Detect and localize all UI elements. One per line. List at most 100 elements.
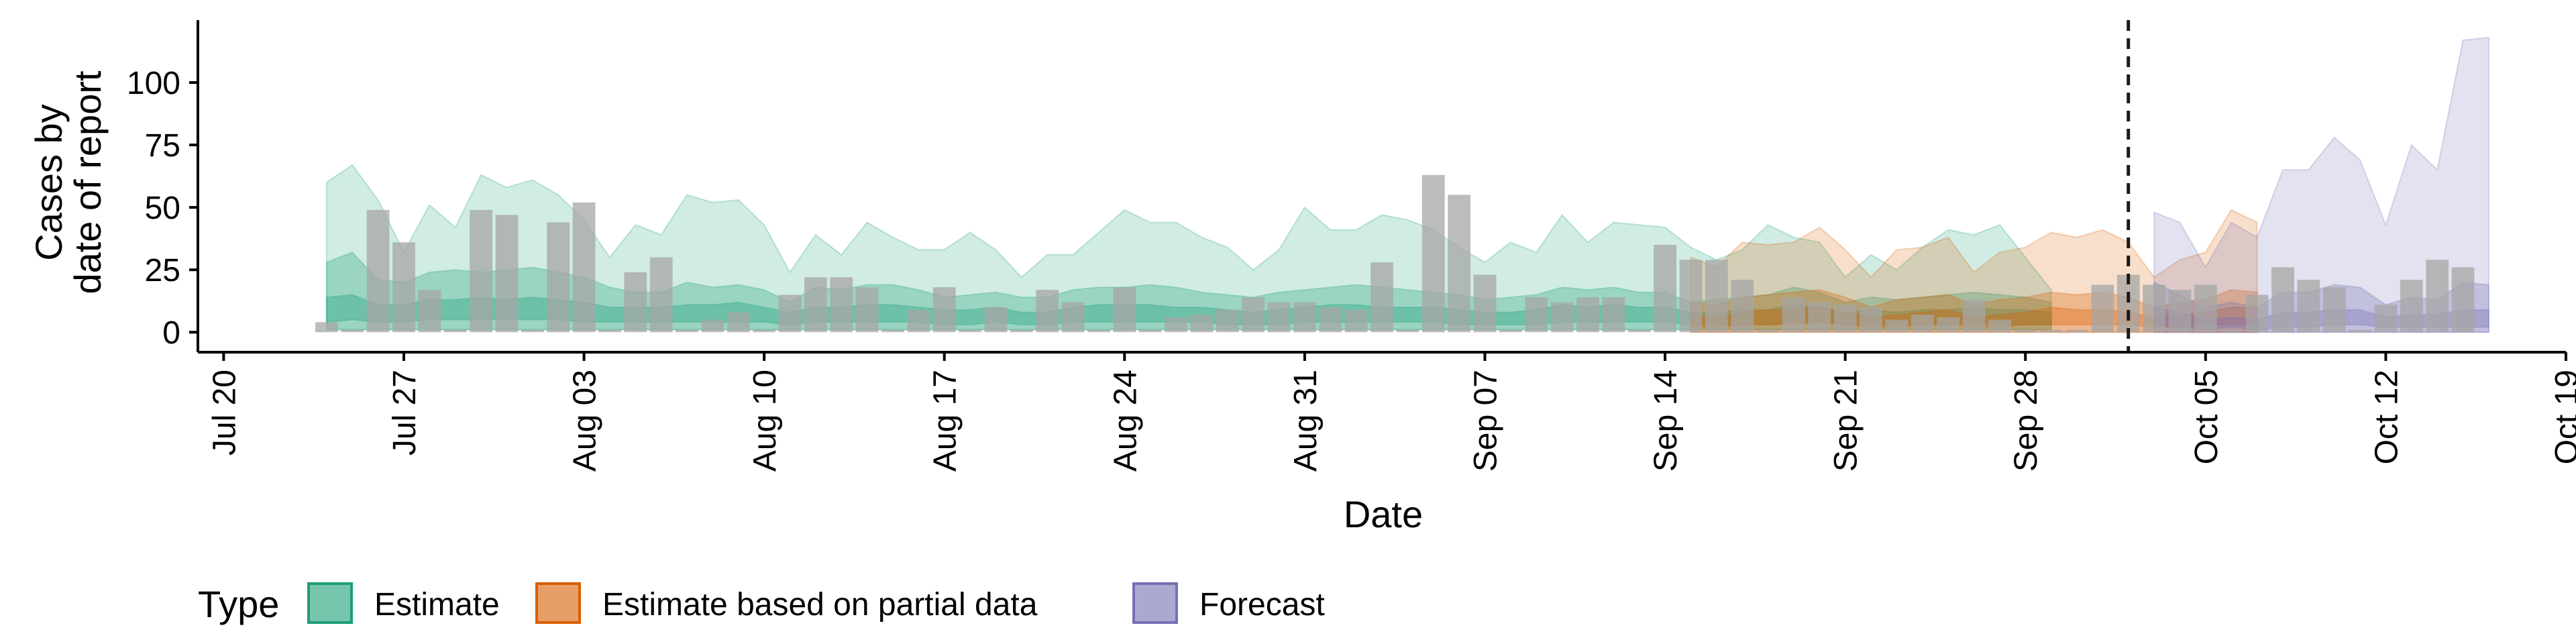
case-bar — [2194, 284, 2217, 333]
case-bar — [1371, 262, 1393, 333]
case-bar — [1808, 302, 1831, 333]
y-tick-label: 100 — [127, 66, 180, 101]
x-tick-label: Jul 20 — [207, 370, 242, 455]
case-bar — [1036, 290, 1059, 333]
x-tick-label: Aug 03 — [568, 370, 603, 472]
case-bar — [830, 277, 853, 333]
x-tick-label: Oct 12 — [2369, 370, 2404, 464]
case-bar — [572, 202, 596, 333]
case-bar — [1473, 274, 1497, 333]
case-bar — [2322, 287, 2346, 333]
case-bar — [2426, 260, 2449, 333]
case-bar — [1705, 260, 1728, 333]
x-tick-label: Aug 24 — [1108, 370, 1143, 472]
x-tick-label: Aug 10 — [747, 370, 783, 472]
case-bar — [804, 277, 827, 333]
case-bar — [984, 307, 1008, 333]
case-bar — [341, 329, 364, 333]
case-bar — [2091, 284, 2114, 333]
case-bar — [2143, 284, 2165, 333]
x-tick-label: Aug 17 — [928, 370, 963, 472]
x-tick-label: Oct 05 — [2189, 370, 2224, 464]
case-bar — [1061, 302, 1085, 333]
case-bar — [959, 329, 981, 333]
x-tick-label: Jul 27 — [387, 370, 423, 455]
legend-item: Estimate based on partial data — [535, 582, 1038, 624]
case-bar — [1654, 245, 1676, 333]
x-tick-label: Sep 14 — [1648, 370, 1684, 472]
x-axis-ticks: Jul 20 Jul 27 Aug 03 Aug 10 Aug 17 Aug 24 Aug … — [207, 352, 2576, 472]
case-bar — [2039, 329, 2063, 333]
case-bar — [1499, 329, 1522, 333]
legend-item: Forecast — [1132, 582, 1325, 624]
case-bar — [1782, 297, 1805, 333]
case-bar — [1576, 297, 1599, 333]
case-bar — [1267, 302, 1291, 333]
case-bar — [1731, 280, 1754, 333]
y-tick-label: 25 — [145, 253, 180, 288]
x-tick-label: Sep 07 — [1468, 370, 1504, 472]
case-bar — [907, 309, 930, 333]
legend-key-swatch — [307, 582, 353, 624]
case-bar — [649, 257, 673, 333]
legend-title: Type — [198, 583, 279, 625]
case-bar — [881, 329, 904, 333]
case-bar — [855, 287, 879, 333]
legend-key-swatch — [1132, 582, 1178, 624]
legend-item: Estimate — [307, 582, 500, 624]
case-bar — [1087, 329, 1110, 333]
y-axis-title-line-2: date of report — [66, 70, 109, 294]
bar-layer — [315, 174, 2475, 333]
x-tick-label: Sep 21 — [1829, 370, 1864, 472]
legend-item-label: Forecast — [1199, 587, 1325, 623]
y-tick-label: 50 — [145, 191, 180, 226]
case-bar — [2065, 329, 2088, 333]
legend-item-label: Estimate based on partial data — [602, 587, 1038, 623]
case-bar — [1602, 297, 1625, 333]
case-bar — [753, 329, 775, 333]
case-bar — [1165, 317, 1187, 333]
case-bar — [2014, 329, 2037, 333]
case-bar — [521, 329, 544, 333]
case-bar — [495, 215, 519, 333]
case-bar — [443, 329, 467, 333]
ribbon-forecast-90 — [2153, 36, 2489, 333]
case-bar — [2374, 305, 2398, 333]
case-bar — [1293, 302, 1316, 333]
case-bar — [1344, 309, 1368, 333]
case-bar — [366, 209, 390, 333]
case-bar — [1010, 329, 1033, 333]
case-bar — [392, 242, 415, 333]
case-bar — [624, 272, 647, 333]
case-bar — [1216, 309, 1239, 333]
case-bar — [1138, 329, 1162, 333]
case-bar — [1242, 297, 1265, 333]
case-bar — [1860, 307, 1882, 333]
case-bar — [676, 329, 698, 333]
case-bar — [2349, 329, 2371, 333]
case-bar — [2245, 294, 2269, 333]
case-bar — [315, 322, 338, 333]
case-bar — [1550, 302, 1574, 333]
case-bar — [1962, 299, 1986, 333]
case-bar — [932, 287, 956, 333]
axes — [197, 20, 2566, 354]
case-bar — [1113, 287, 1136, 333]
case-bar — [1525, 297, 1548, 333]
case-bar — [470, 209, 492, 333]
y-axis-title-line-1: Cases by — [28, 104, 70, 260]
x-tick-label: Aug 31 — [1288, 370, 1324, 472]
case-bar — [1679, 260, 1703, 333]
case-bar — [1988, 319, 2011, 333]
y-tick-label: 0 — [162, 315, 180, 351]
case-bar — [1396, 329, 1419, 333]
case-bar — [547, 222, 570, 333]
case-bar — [1911, 315, 1934, 333]
case-bar — [1190, 315, 1214, 333]
case-bar — [701, 319, 724, 333]
case-bar — [2451, 267, 2475, 333]
case-bar — [2400, 280, 2423, 333]
case-bar — [1627, 329, 1651, 333]
case-bar — [1833, 305, 1857, 333]
x-tick-label: Sep 28 — [2008, 370, 2044, 472]
